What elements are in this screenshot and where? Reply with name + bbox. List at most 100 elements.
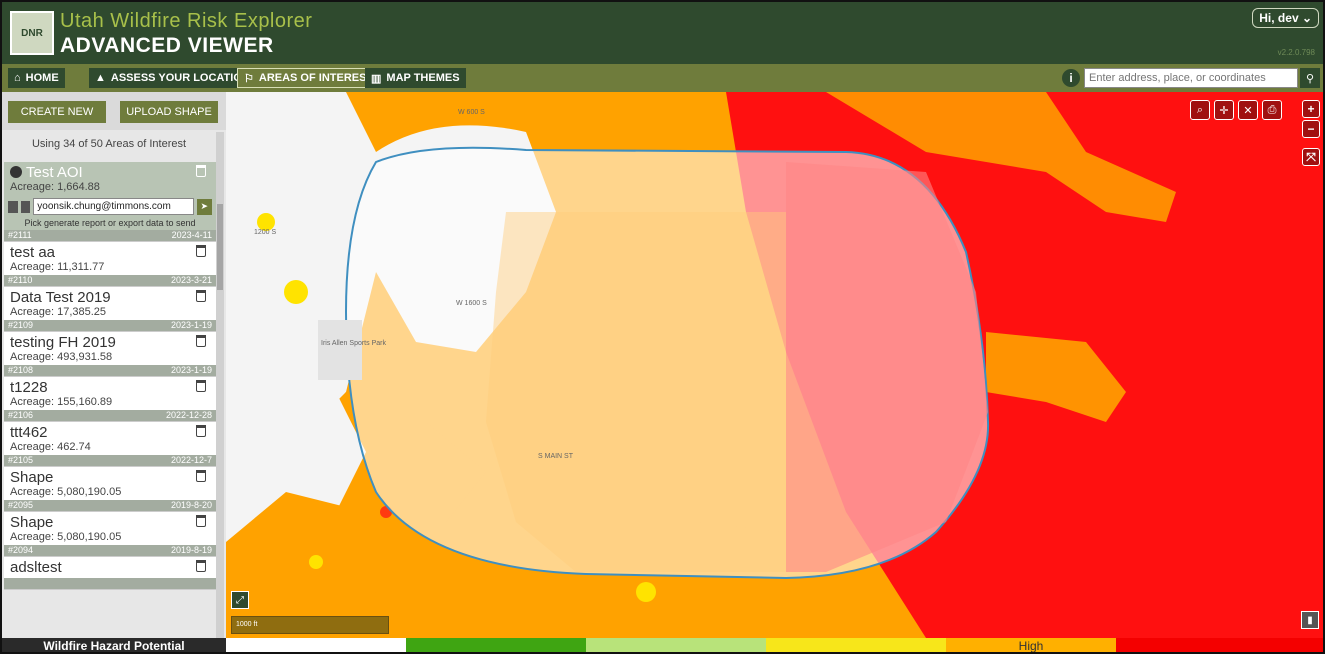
- version-label: v2.2.0.798: [1277, 48, 1315, 57]
- assess-location-button[interactable]: ▲ ASSESS YOUR LOCATION: [89, 68, 256, 88]
- aoi-acreage: Acreage: 1,664.88: [10, 181, 100, 193]
- scale-label: 1000 ft: [236, 621, 258, 628]
- park-label: Iris Allen Sports Park: [321, 340, 386, 347]
- print-tool-icon[interactable]: ⎙: [1262, 100, 1282, 120]
- road-label: 1200 S: [254, 229, 277, 236]
- aoi-id: #2094: [8, 545, 34, 555]
- measure-tool-icon[interactable]: ✕: [1238, 100, 1258, 120]
- legend-swatch: [406, 638, 586, 652]
- zoom-in-button[interactable]: +: [1302, 100, 1320, 118]
- sidebar-scrollbar[interactable]: [216, 132, 224, 638]
- themes-label: MAP THEMES: [386, 72, 460, 84]
- flag-icon: ⚐: [244, 72, 254, 85]
- aoi-footer: #2095 2019-8-20: [4, 500, 216, 511]
- areas-of-interest-button[interactable]: ⚐ AREAS OF INTEREST: [237, 68, 381, 88]
- email-row: ➤: [4, 195, 216, 218]
- trash-icon[interactable]: [196, 380, 206, 392]
- upload-shape-button[interactable]: UPLOAD SHAPE: [120, 101, 218, 123]
- aoi-date: 2023-4-11: [171, 230, 212, 240]
- dnr-logo: DNR: [10, 11, 54, 55]
- aoi-name-text: Test AOI: [26, 164, 83, 181]
- search-tool-icon[interactable]: ⌕: [1190, 100, 1210, 120]
- aoi-id: #2110: [8, 275, 33, 285]
- trash-icon[interactable]: [196, 245, 206, 257]
- aoi-item[interactable]: test aa Acreage: 11,311.77 #2110 2023-3-21: [4, 242, 216, 287]
- aoi-label: AREAS OF INTEREST: [258, 72, 374, 84]
- send-button[interactable]: ➤: [196, 198, 212, 215]
- aoi-sidebar: CREATE NEW UPLOAD SHAPE Using 34 of 50 A…: [2, 92, 226, 638]
- search-icon: ⚲: [1305, 72, 1315, 85]
- map-themes-button[interactable]: ▥ MAP THEMES: [365, 68, 466, 88]
- aoi-footer: #2106 2022-12-28: [4, 410, 216, 421]
- export-icon[interactable]: [20, 200, 31, 213]
- create-new-button[interactable]: CREATE NEW: [8, 101, 106, 123]
- assess-label: ASSESS YOUR LOCATION: [110, 72, 250, 84]
- aoi-date: 2022-12-28: [165, 410, 212, 420]
- search-input[interactable]: [1084, 68, 1298, 88]
- aoi-item[interactable]: adsltest: [4, 557, 216, 590]
- trash-icon[interactable]: [196, 425, 206, 437]
- aoi-footer: #2105 2022-12-7: [4, 455, 216, 466]
- info-icon[interactable]: i: [1062, 69, 1080, 87]
- aoi-acreage: Acreage: 155,160.89: [10, 396, 113, 408]
- aoi-footer: [4, 578, 216, 589]
- crosshair-tool-icon[interactable]: ✛: [1214, 100, 1234, 120]
- aoi-item[interactable]: Data Test 2019 Acreage: 17,385.25 #2109 202…: [4, 287, 216, 332]
- aoi-acreage: Acreage: 5,080,190.05: [10, 486, 122, 498]
- send-icon: ➤: [200, 201, 209, 211]
- aoi-item[interactable]: t1228 Acreage: 155,160.89 #2106 2022-12-28: [4, 377, 216, 422]
- aoi-acreage: Acreage: 17,385.25: [10, 306, 107, 318]
- aoi-footer: #2109 2023-1-19: [4, 320, 216, 331]
- expand-map-icon[interactable]: ⤢: [231, 591, 249, 609]
- map-toolbar: ⌕ ✛ ✕ ⎙: [1190, 100, 1282, 120]
- aoi-id: #2106: [8, 410, 34, 420]
- app-header: DNR Utah Wildfire Risk Explorer ADVANCED…: [2, 2, 1323, 64]
- aoi-date: 2019-8-19: [170, 545, 212, 555]
- aoi-usage: Using 34 of 50 Areas of Interest: [31, 138, 187, 150]
- home-label: HOME: [25, 72, 59, 84]
- hazard-legend: Wildfire Hazard Potential High: [2, 638, 1323, 652]
- send-hint: Pick generate report or export data to s…: [24, 218, 196, 228]
- trash-icon[interactable]: [196, 515, 206, 527]
- aoi-footer: #2094 2019-8-19: [4, 545, 216, 556]
- aoi-acreage: Acreage: 11,311.77: [10, 261, 105, 273]
- trash-icon[interactable]: [196, 560, 206, 572]
- map-view[interactable]: W 600 S 1200 S W 1600 S S MAIN ST Iris A…: [226, 92, 1323, 638]
- road-label: W 1600 S: [456, 300, 487, 307]
- aoi-item[interactable]: ttt462 Acreage: 462.74 #2105 2022-12-7: [4, 422, 216, 467]
- report-icon[interactable]: [8, 200, 18, 213]
- scale-bar: 1000 ft: [231, 616, 389, 634]
- search-button[interactable]: ⚲: [1300, 68, 1320, 88]
- aoi-item[interactable]: Shape Acreage: 5,080,190.05 #2094 2019-8-19: [4, 512, 216, 557]
- aoi-item[interactable]: testing FH 2019 Acreage: 493,931.58 #2108 2…: [4, 332, 216, 377]
- fire-icon: ▲: [95, 72, 106, 84]
- zoom-out-button[interactable]: −: [1302, 120, 1320, 138]
- aoi-date: 2023-3-21: [170, 275, 212, 285]
- aoi-name: Shape: [10, 514, 54, 531]
- trash-icon[interactable]: [196, 335, 206, 347]
- trash-icon[interactable]: [196, 290, 206, 302]
- legend-swatch: [1116, 638, 1323, 652]
- aoi-name: Data Test 2019: [10, 289, 111, 306]
- aoi-acreage: Acreage: 493,931.58: [10, 351, 113, 363]
- aoi-item[interactable]: Shape Acreage: 5,080,190.05 #2095 2019-8-20: [4, 467, 216, 512]
- email-field[interactable]: [33, 198, 194, 215]
- aoi-name: Shape: [10, 469, 54, 486]
- home-button[interactable]: ⌂ HOME: [8, 68, 65, 88]
- legend-swatch: [766, 638, 946, 652]
- user-menu-button[interactable]: Hi, dev ⌄: [1252, 8, 1319, 28]
- legend-swatch-high: High: [946, 638, 1116, 652]
- trash-icon[interactable]: [196, 165, 206, 177]
- aoi-date: 2019-8-20: [170, 500, 212, 510]
- aoi-footer: #2111 2023-4-11: [4, 230, 216, 241]
- aoi-item-selected[interactable]: Test AOI Acreage: 1,664.88 ➤ Pick genera…: [4, 162, 216, 242]
- main-nav: ⌂ HOME ▲ ASSESS YOUR LOCATION ⚐ AREAS OF…: [2, 64, 1323, 92]
- scroll-thumb[interactable]: [217, 204, 223, 290]
- arrow-circle-icon: [10, 166, 22, 178]
- aoi-list: Test AOI Acreage: 1,664.88 ➤ Pick genera…: [4, 162, 216, 590]
- full-extent-button[interactable]: ⤧: [1302, 148, 1320, 166]
- legend-toggle-icon[interactable]: ▮: [1301, 611, 1319, 629]
- app-title: Utah Wildfire Risk Explorer: [60, 10, 313, 32]
- legend-swatch: [586, 638, 766, 652]
- trash-icon[interactable]: [196, 470, 206, 482]
